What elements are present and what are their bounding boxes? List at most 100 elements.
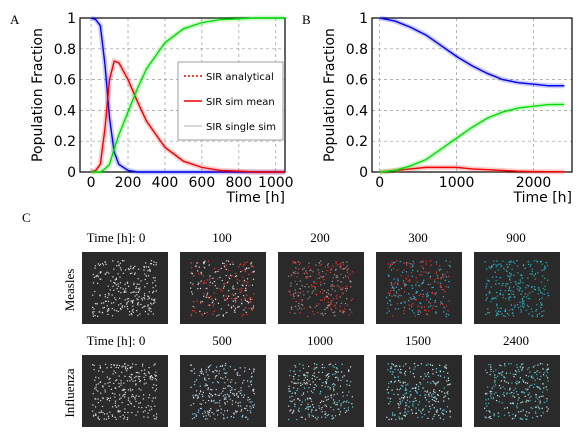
cell-dot [309,383,311,386]
cell-dot [519,417,521,419]
cell-dot [533,386,535,388]
cell-dot [120,287,122,289]
cell-dot [92,410,94,412]
cell-dot [437,282,439,284]
cell-dot [229,263,231,265]
cell-dot [415,387,417,389]
cell-dot [404,415,407,417]
cell-dot [335,370,337,373]
cell-dot [148,308,150,310]
cell-dot [114,297,116,299]
cell-dot [133,282,135,284]
cell-dot [149,409,151,411]
cell-dot [441,391,443,393]
cell-dot [391,284,393,286]
cell-dot [417,364,419,367]
cell-dot [143,297,145,299]
cell-dot [497,264,499,266]
cell-dot [429,302,431,304]
cell-dot [438,390,441,392]
cell-dot [134,265,136,267]
cell-dot [523,302,525,304]
cell-dot [328,364,330,366]
cell-dot [243,370,246,372]
cell-dot [335,363,337,365]
cell-dot [316,277,318,279]
cell-dot [137,303,139,305]
cell-dot [401,397,403,399]
cell-dot [327,395,329,398]
cell-dot [392,315,394,317]
cell-dot [295,300,297,303]
cell-dot [152,377,154,379]
cell-dot [239,288,241,290]
cell-dot [224,364,226,367]
cell-dot [290,274,293,276]
cell-dot [449,261,451,263]
cell-dot [504,407,506,409]
cell-dot [144,410,146,412]
cell-dot [291,308,293,310]
cell-dot [520,274,522,276]
cell-dot [234,275,237,278]
cell-dot [142,398,145,400]
cell-dot [518,289,520,291]
cell-dot [517,272,519,274]
cell-dot [143,376,145,378]
cell-dot [204,385,206,387]
cell-dot [392,285,394,288]
cell-dot [123,388,125,390]
cell-dot [135,291,137,293]
cell-dot [520,418,523,420]
cell-dot [302,367,305,369]
cell-dot [224,299,226,301]
cell-dot [528,375,530,377]
cell-dot [400,287,403,290]
cell-dot [389,265,392,267]
cell-dot [289,291,291,293]
cell-dot [496,295,498,297]
cell-dot [291,400,293,403]
cell-dot [334,373,336,375]
cell-dot [332,285,334,287]
cell-dot [234,382,237,384]
cell-dot [129,267,132,269]
cell-dot [216,402,218,404]
cell-dot [426,390,429,392]
cell-dot [335,376,337,378]
cell-dot [208,264,210,266]
cell-dot [340,273,342,276]
cell-dot [132,305,134,307]
cell-dot [537,405,539,407]
cell-dot [435,311,437,313]
cell-dot [154,378,156,380]
cell-dot [393,289,395,291]
cell-dot [525,418,527,420]
cell-dot [139,380,141,382]
cell-dot [404,301,407,303]
cell-dot [303,382,305,384]
cell-dot [249,381,252,383]
cell-dot [305,277,307,279]
cell-dot [126,303,128,305]
cell-dot [250,298,252,300]
cell-dot [121,401,123,404]
cell-dot [340,281,342,283]
cell-dot [448,280,450,283]
cell-dot [100,411,102,414]
cell-dot [543,265,546,268]
cell-dot [155,379,158,381]
cell-dot [427,381,429,383]
cell-dot [394,308,397,310]
cell-dot [247,399,249,401]
y-axis-label: Population Fraction [30,28,46,162]
cell-dot [411,412,414,414]
cell-dot [547,367,549,369]
cell-dot [518,381,521,383]
cell-dot [113,364,115,367]
cell-dot [327,305,329,307]
cell-dot [108,417,110,419]
cell-dot [325,291,328,294]
cell-dot [443,409,445,411]
cell-dot [105,263,107,265]
